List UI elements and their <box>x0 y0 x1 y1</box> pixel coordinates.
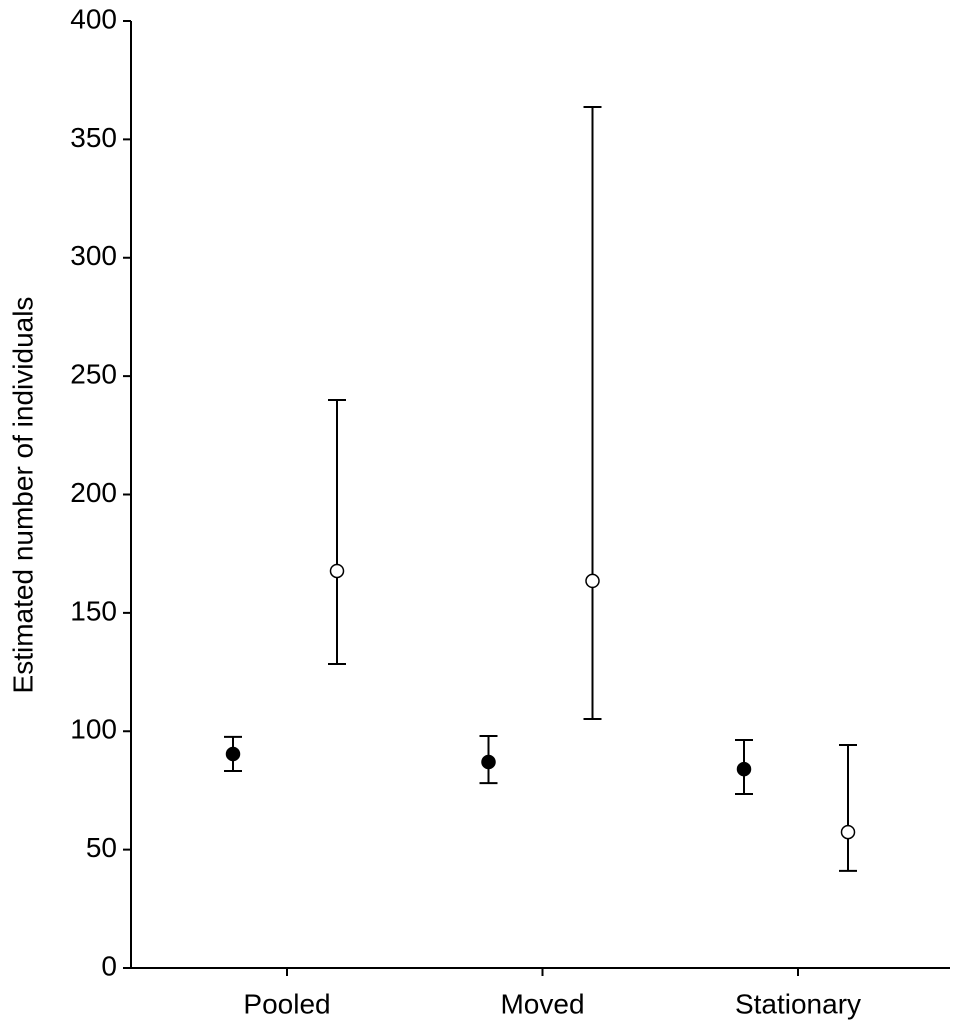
y-tick-label: 0 <box>101 950 117 981</box>
point <box>329 563 345 579</box>
point <box>736 761 752 777</box>
point <box>481 754 496 770</box>
y-axis-label: Estimated number of individuals <box>7 297 38 694</box>
y-tick-label: 350 <box>70 122 117 153</box>
y-tick-label: 150 <box>70 595 117 626</box>
y-tick-label: 50 <box>86 832 117 863</box>
y-tick-label: 400 <box>70 3 117 34</box>
y-tick-label: 250 <box>70 359 117 390</box>
y-tick-label: 300 <box>70 240 117 271</box>
x-tick-label: Moved <box>500 988 584 1019</box>
point <box>585 573 600 589</box>
x-tick-label: Pooled <box>243 988 330 1019</box>
y-tick-label: 100 <box>70 714 117 745</box>
point <box>840 824 856 840</box>
x-tick-label: Stationary <box>735 988 861 1019</box>
point <box>225 746 241 762</box>
y-tick-label: 200 <box>70 477 117 508</box>
